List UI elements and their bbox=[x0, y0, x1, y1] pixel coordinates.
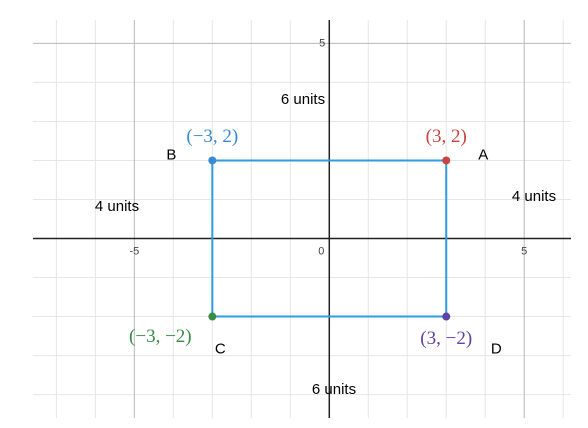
y-tick-label: 5 bbox=[319, 37, 325, 49]
x-tick-label: 5 bbox=[521, 245, 527, 257]
point-label: (−3, 2) bbox=[186, 126, 238, 147]
point-label: (3, 2) bbox=[426, 126, 467, 147]
point-name: D bbox=[491, 341, 502, 358]
point-name: B bbox=[166, 146, 176, 163]
point bbox=[208, 156, 217, 165]
point-label: (3, −2) bbox=[420, 328, 472, 349]
point bbox=[442, 312, 451, 321]
point-label: (−3, −2) bbox=[129, 326, 192, 347]
x-tick-label: -5 bbox=[129, 245, 139, 257]
point bbox=[208, 312, 217, 321]
point bbox=[442, 156, 451, 165]
annotation: 6 units bbox=[312, 381, 356, 398]
annotation: 4 units bbox=[512, 188, 556, 205]
point-name: A bbox=[478, 146, 488, 163]
x-tick-label: 0 bbox=[318, 245, 324, 257]
annotation: 4 units bbox=[95, 198, 139, 215]
annotation: 6 units bbox=[281, 91, 325, 108]
point-name: C bbox=[215, 341, 226, 358]
